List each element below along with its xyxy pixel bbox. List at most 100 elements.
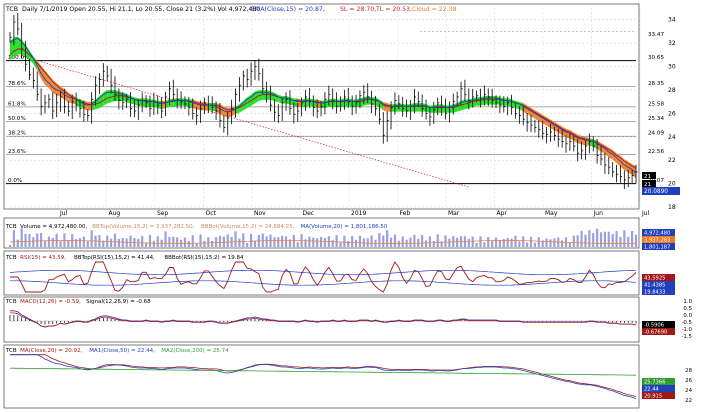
ema-line [9,37,637,174]
y-tick-label: 18 [668,204,676,211]
cloud-segment [142,98,147,107]
cloud-segment [484,96,489,105]
cloud-segment [149,99,154,107]
volume-bar [444,235,447,247]
cloud-segment [87,101,92,111]
cloud-segment [383,101,388,112]
volume-bar [277,237,280,247]
x-tick-label: Jun [593,210,604,217]
volume-bar [393,234,397,247]
volume-bar [249,233,253,247]
volume-bar [296,242,299,247]
cloud-segment [286,96,290,105]
volume-tag: 4,972,480 [644,231,670,237]
fib-label: 38.2% [8,131,26,137]
cloud-segment [371,97,376,106]
fibonacci-levels: 100.0% 30.65 78.6% 28.35 61.8% 25.58 50.0% 25.3… [6,31,664,188]
volume-label: TCB [5,224,17,230]
x-tick-label: Jul [59,210,68,217]
macd-label: MACD(12,26) = -0.59, [20,299,81,305]
volume-bar [28,234,31,247]
volume-bar [506,238,509,247]
y-tick-label: 24 [668,134,676,141]
volume-bar [125,238,128,247]
cloud-segment [169,98,174,107]
y-tick-label: 22 [668,157,676,164]
macd-tag-bg [642,328,675,335]
rsi-label: RSI(15) = 43.59, [20,255,66,261]
x-tick-label: Apr [497,210,508,217]
macd-line [10,310,637,328]
cloud-segment [433,104,438,113]
cloud-segment [581,135,586,146]
cloud-segment [499,97,504,106]
volume-bar [557,237,560,247]
volume-bar [292,235,295,247]
volume-bar [580,230,583,247]
volume-bar [479,236,482,247]
volume-bar [366,238,369,247]
volume-bar [24,233,27,247]
volume-bar [226,234,229,247]
ma-y-tick: 24 [685,388,692,394]
volume-bar [634,234,638,247]
cloud-segment [593,139,598,150]
x-tick-label: Feb [400,210,411,217]
volume-bar [378,232,381,247]
volume-bar [288,239,292,247]
cloud-segment [402,104,407,112]
volume-bar [502,239,505,247]
cloud-segment [293,98,298,107]
cloud-segment [414,103,419,112]
volume-bar [592,233,595,247]
price-panel-frame [3,3,640,210]
cloud-segment [231,106,236,117]
fib-label: 61.8% [8,101,26,107]
header-symbol: TCB [5,6,18,13]
volume-bar [109,238,113,247]
macd-y-tick: -1.0 [681,327,692,333]
ma-label: TCB [5,348,17,354]
volume-bar [238,238,241,247]
cloud-segment [13,36,18,57]
volume-bar [611,233,614,247]
volume-bar [211,240,214,247]
volume-bar [588,230,591,247]
cloud-segment [589,138,594,147]
volume-bar [86,240,89,247]
cloud-segment [406,104,411,112]
volume-bar [471,236,474,247]
volume-bar [510,238,513,247]
cloud-segment [83,100,88,111]
fib-price-label: 25.34 [648,116,664,122]
ma-label: MA(Close,20) = 20.92, [20,348,82,354]
volume-bar [16,239,19,247]
cloud-segment [138,98,143,106]
volume-bar [47,236,50,247]
x-tick-label: Dec [303,210,315,217]
ma-tag: 25.7366 [644,380,665,386]
cloud-segment [422,103,427,112]
volume-bar [456,237,459,247]
volume-bar [144,242,148,247]
volume-ma-line [9,240,637,244]
volume-bar [203,240,206,247]
cloud-segment [391,104,395,112]
y-tick-label: 26 [668,110,676,117]
fib-price-label: 20.07 [648,178,664,184]
volume-bar [397,240,400,247]
volume-bar [331,240,334,247]
volume-bar [207,237,210,247]
cloud-segment [227,107,232,118]
x-tick-label: Nov [254,210,266,217]
volume-bar [607,231,610,247]
rsi-tag: 41.4385 [644,283,665,289]
volume-bar [265,236,268,247]
volume-bar [152,240,155,247]
cloud-segment [192,99,197,110]
volume-bar [483,242,486,247]
rsi-panel-frame [3,250,640,296]
fib-label: 0.0% [8,178,22,184]
ma-tag-bg [642,378,675,385]
volume-bar [541,240,544,247]
